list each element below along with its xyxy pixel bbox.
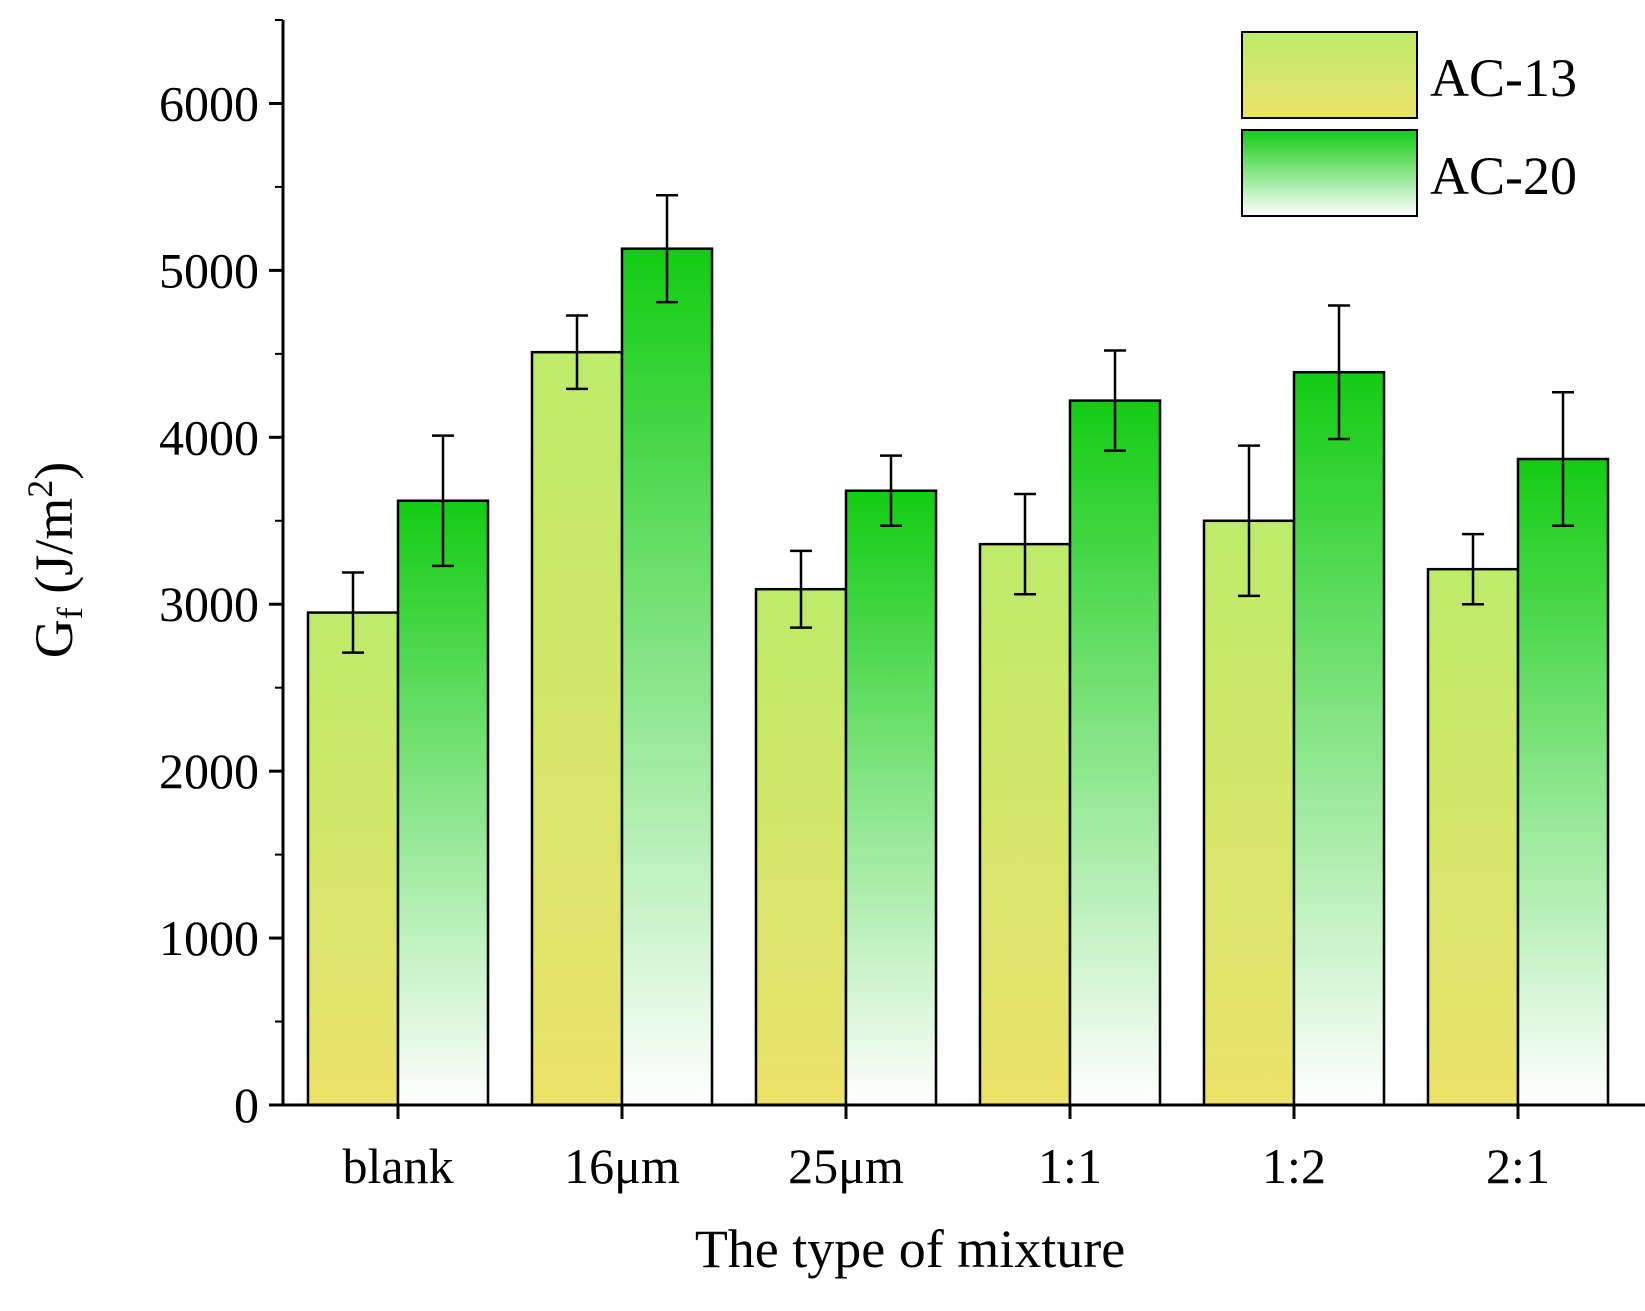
legend-label-ac20: AC-20 — [1430, 146, 1577, 206]
error-bar-ac-20-3 — [1104, 349, 1126, 452]
x-axis-title: The type of mixture — [695, 1219, 1125, 1279]
y-ticks: 0 1000 2000 3000 4000 5000 6000 — [159, 19, 283, 1133]
bar-ac-20-5 — [1516, 457, 1610, 1107]
error-bar-ac-20-2 — [880, 454, 902, 528]
x-tick-label: blank — [342, 1138, 453, 1194]
error-bar-ac-13-2 — [790, 549, 812, 629]
y-tick-label: 5000 — [159, 242, 259, 298]
y-axis-title: Gf (J/m2) — [20, 462, 90, 659]
x-tick-label: 25μm — [788, 1138, 904, 1194]
error-bar-ac-20-1 — [656, 194, 678, 304]
legend-swatch-ac13 — [1241, 31, 1418, 119]
error-bar-ac-13-5 — [1462, 532, 1484, 606]
bar-ac-13-0 — [306, 611, 400, 1107]
bar-ac-13-5 — [1426, 567, 1520, 1107]
bars-layer — [306, 247, 1610, 1107]
y-axis-title-unit: (J/m — [24, 498, 84, 608]
error-bar-ac-20-4 — [1328, 304, 1350, 441]
x-tick-label: 1:1 — [1038, 1138, 1102, 1194]
axes: 0 1000 2000 3000 4000 5000 6000 blank 16μm 25μm 1… — [159, 19, 1645, 1194]
bar-ac-13-2 — [754, 587, 848, 1107]
legend-swatch-ac20 — [1241, 129, 1418, 217]
y-tick-label: 3000 — [159, 576, 259, 632]
bar-ac-20-4 — [1292, 370, 1386, 1107]
y-axis-title-subscript: f — [50, 607, 90, 619]
y-tick-label: 6000 — [159, 75, 259, 131]
x-tick-label: 2:1 — [1486, 1138, 1550, 1194]
x-tick-label: 1:2 — [1262, 1138, 1326, 1194]
bar-ac-20-1 — [620, 247, 714, 1107]
error-bar-ac-13-0 — [342, 571, 364, 654]
y-tick-label: 1000 — [159, 910, 259, 966]
y-tick-label: 0 — [234, 1077, 259, 1133]
error-bar-ac-20-5 — [1552, 390, 1574, 528]
error-bar-ac-13-3 — [1014, 492, 1036, 596]
legend: AC-13 AC-20 — [1241, 31, 1577, 217]
y-axis-title-superscript: 2 — [20, 480, 60, 498]
bar-ac-20-0 — [396, 499, 490, 1107]
error-bar-ac-13-1 — [566, 314, 588, 391]
x-tick-label: 16μm — [564, 1138, 680, 1194]
bar-ac-13-1 — [530, 350, 624, 1107]
y-tick-label: 4000 — [159, 409, 259, 465]
error-bars-layer — [342, 194, 1574, 654]
y-axis-title-close: ) — [24, 462, 84, 480]
error-bar-ac-13-4 — [1238, 444, 1260, 598]
bar-ac-13-3 — [978, 542, 1072, 1107]
y-tick-label: 2000 — [159, 743, 259, 799]
x-ticks: blank 16μm 25μm 1:1 1:2 2:1 — [342, 1105, 1550, 1194]
bar-ac-20-3 — [1068, 399, 1162, 1107]
error-bar-ac-20-0 — [432, 434, 454, 568]
bar-ac-13-4 — [1202, 519, 1296, 1107]
bar-ac-20-2 — [844, 489, 938, 1107]
y-axis-title-symbol: G — [24, 619, 84, 658]
legend-label-ac13: AC-13 — [1430, 48, 1577, 108]
